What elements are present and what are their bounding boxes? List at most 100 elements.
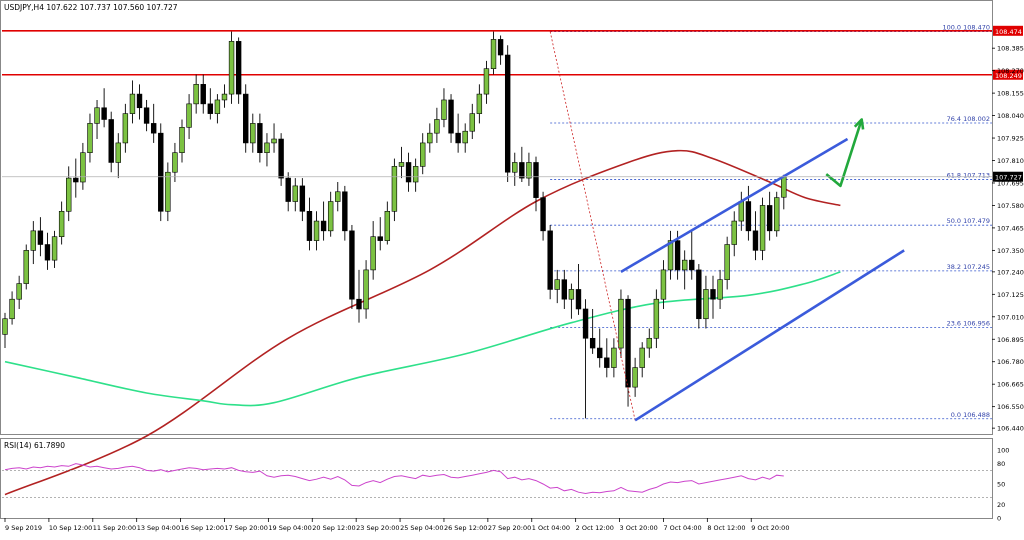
rsi-tick-label: 100 — [997, 447, 1009, 455]
bull-candle-body — [420, 142, 426, 167]
fib-level-label: 76.4 108.002 — [947, 115, 990, 123]
bull-candle-body — [441, 99, 447, 120]
price-tick-label: 107.125 — [997, 291, 1024, 299]
bear-candle-body — [745, 201, 752, 232]
bull-candle-body — [165, 171, 171, 212]
price-tick-label: 108.270 — [997, 67, 1024, 75]
bull-candle-body — [681, 259, 688, 271]
time-tick-label: 9 Sep 2019 — [5, 524, 42, 532]
bull-candle-body — [214, 99, 221, 114]
bull-candle-body — [179, 127, 185, 153]
price-tick-label: 106.780 — [997, 358, 1024, 366]
time-tick-label: 26 Sep 12:00 — [444, 524, 487, 532]
bull-candle-body — [660, 269, 667, 300]
fast-moving-average-line — [4, 271, 841, 407]
bear-candle-body — [158, 132, 164, 212]
forecast-arrow-line — [825, 119, 863, 188]
resistance-price-tag — [993, 25, 1023, 36]
bear-candle-body — [285, 177, 291, 202]
bull-candle-body — [292, 185, 298, 202]
bull-candle-body — [30, 230, 37, 251]
bull-candle-body — [731, 220, 737, 245]
bear-candle-body — [101, 107, 107, 120]
rsi-tick-label: 20 — [997, 501, 1005, 509]
fib-level-label: 23.6 106.956 — [947, 319, 990, 327]
time-tick-label: 10 Sep 12:00 — [49, 524, 92, 532]
bull-candle-body — [228, 41, 235, 95]
bear-candle-body — [136, 93, 143, 109]
bull-candle-body — [639, 347, 645, 368]
time-tick-label: 20 Sep 12:00 — [312, 524, 355, 532]
bull-candle-body — [490, 39, 497, 69]
bull-candle-body — [193, 84, 199, 105]
bull-candle-body — [512, 162, 518, 173]
time-tick-label: 11 Sep 20:00 — [93, 524, 136, 532]
price-tick-label: 107.925 — [997, 135, 1024, 143]
price-tick-label: 108.155 — [997, 90, 1024, 98]
bear-candle-body — [455, 132, 461, 144]
time-tick-label: 17 Sep 20:00 — [224, 524, 267, 532]
bull-candle-body — [80, 152, 86, 183]
chart-title: USDJPY,H4 107.622 107.737 107.560 107.72… — [4, 3, 178, 12]
bear-candle-body — [504, 54, 511, 173]
rsi-tick-label: 80 — [997, 460, 1005, 468]
time-tick-label: 9 Oct 20:00 — [751, 524, 789, 532]
bull-candle-body — [568, 289, 575, 300]
last-price-tag — [993, 171, 1023, 182]
bull-candle-body — [781, 176, 787, 198]
bear-candle-body — [625, 298, 631, 388]
bear-candle-body — [597, 347, 603, 359]
bear-candle-body — [575, 289, 582, 310]
bear-candle-body — [405, 162, 412, 183]
resistance-lines: 108.474 108.249 — [2, 25, 1023, 80]
bear-candle-body — [582, 308, 589, 339]
channel-line — [634, 249, 905, 422]
bear-candle-body — [766, 205, 773, 232]
bull-candle-body — [611, 347, 617, 368]
bull-candle-body — [703, 289, 709, 320]
price-tick-label: 106.440 — [997, 425, 1024, 433]
time-tick-label: 7 Oct 04:00 — [663, 524, 701, 532]
price-tick-label: 106.665 — [997, 381, 1024, 389]
bull-candle-body — [58, 211, 65, 237]
bear-candle-body — [108, 119, 114, 163]
rsi-pane-border — [0, 438, 993, 519]
bull-candle-body — [172, 152, 178, 173]
time-tick-label: 2 Oct 12:00 — [576, 524, 614, 532]
bull-candle-body — [384, 211, 391, 241]
bull-candle-body — [483, 68, 490, 95]
bull-candle-body — [412, 166, 419, 183]
bull-candle-body — [632, 367, 638, 388]
bear-candle-body — [349, 230, 355, 300]
rsi-label: RSI(14) 61.7890 — [4, 441, 65, 450]
bull-candle-body — [94, 107, 100, 124]
time-axis: 9 Sep 2019 10 Sep 12:00 11 Sep 20:00 13 Sep… — [4, 518, 789, 532]
price-tick-label: 107.465 — [997, 224, 1024, 232]
bull-candle-body — [759, 205, 766, 251]
candlesticks — [2, 31, 787, 419]
bull-candle-body — [554, 279, 560, 290]
price-tick-label: 107.010 — [997, 313, 1024, 321]
bull-candle-body — [271, 138, 277, 144]
bull-candle-body — [66, 177, 72, 212]
time-tick-label: 8 Oct 12:00 — [707, 524, 745, 532]
bear-candle-body — [306, 211, 313, 241]
bull-candle-body — [717, 279, 723, 300]
bear-candle-body — [604, 357, 610, 368]
bull-candle-body — [129, 93, 136, 114]
bull-candle-body — [115, 142, 121, 163]
price-tick-label: 107.695 — [997, 179, 1024, 187]
price-tick-label: 107.240 — [997, 268, 1024, 276]
last-price-label: 107.727 — [995, 174, 1022, 182]
bull-candle-body — [23, 250, 29, 284]
bull-candle-body — [363, 269, 369, 310]
time-tick-label: 25 Sep 04:00 — [400, 524, 443, 532]
resistance-price-label: 108.474 — [995, 28, 1022, 36]
bull-candle-body — [391, 166, 398, 212]
rsi-tick-label: 50 — [997, 481, 1005, 489]
bull-candle-body — [724, 244, 730, 280]
price-tick-label: 107.810 — [997, 157, 1024, 165]
bear-candle-body — [299, 185, 306, 212]
bull-candle-body — [264, 142, 270, 153]
